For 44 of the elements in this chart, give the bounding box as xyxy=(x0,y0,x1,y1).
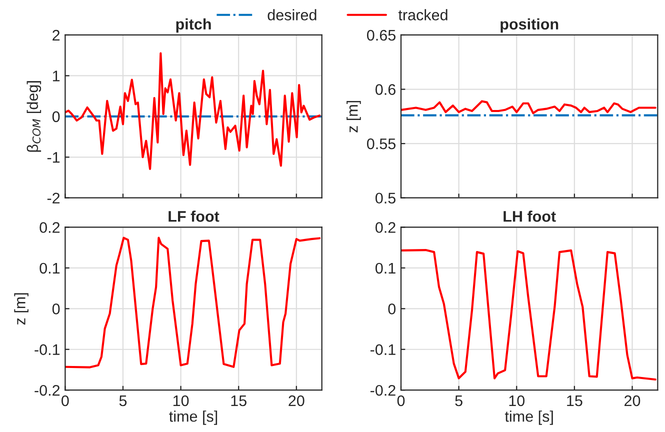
y-tick-label: 0 xyxy=(388,304,396,314)
x-tick-label: 20 xyxy=(624,395,640,406)
y-tick-label: 0.6 xyxy=(375,84,396,95)
y-tick-label: -0.1 xyxy=(370,344,396,356)
line-series xyxy=(65,236,321,368)
y-tick-label: -1 xyxy=(47,152,60,163)
y-axis-title: β$_{COM}$ [deg] xyxy=(26,81,42,152)
y-tick-label: 0.55 xyxy=(367,138,396,150)
y-axis-title: z [m] xyxy=(346,100,361,132)
x-tick-label: 20 xyxy=(288,395,304,406)
x-tick-label: 0 xyxy=(62,395,69,406)
x-tick-label: 5 xyxy=(455,396,462,406)
x-tick-label: 10 xyxy=(509,395,525,406)
x-tick-label: 10 xyxy=(173,395,189,406)
legend-label: tracked xyxy=(398,9,448,20)
y-tick-label: 0.2 xyxy=(40,222,60,233)
x-tick-label: 15 xyxy=(567,396,582,406)
y-tick-label: -0.1 xyxy=(34,344,60,356)
y-tick-label: -0.2 xyxy=(34,384,60,396)
y-tick-label: -0.2 xyxy=(370,384,396,396)
chart-title: position xyxy=(500,18,558,33)
line-series xyxy=(400,248,656,381)
x-tick-label: 15 xyxy=(231,396,246,406)
x-tick-label: 0 xyxy=(397,395,405,406)
y-tick-label: 0.2 xyxy=(375,222,396,233)
y-tick-label: 1 xyxy=(52,70,60,82)
line-series xyxy=(400,100,656,114)
chart-title: pitch xyxy=(176,18,211,33)
y-tick-label: 0.1 xyxy=(40,262,60,274)
x-axis-title: time [s] xyxy=(169,410,218,425)
y-tick-label: 0 xyxy=(52,304,60,314)
y-tick-label: -2 xyxy=(47,192,60,204)
x-tick-label: 5 xyxy=(119,396,127,406)
chart-title: LH foot xyxy=(504,210,556,222)
x-axis-title: time [s] xyxy=(504,410,553,425)
line-series xyxy=(65,52,321,170)
y-tick-label: 0.1 xyxy=(375,262,396,274)
legend-label: desired xyxy=(268,9,316,20)
y-axis-title: z [m] xyxy=(14,293,28,325)
chart-title: LF foot xyxy=(168,210,220,222)
y-tick-label: 0.5 xyxy=(375,192,396,204)
y-tick-label: 2 xyxy=(52,30,60,41)
y-tick-label: 0 xyxy=(52,111,60,122)
y-tick-label: 0.65 xyxy=(367,30,396,41)
